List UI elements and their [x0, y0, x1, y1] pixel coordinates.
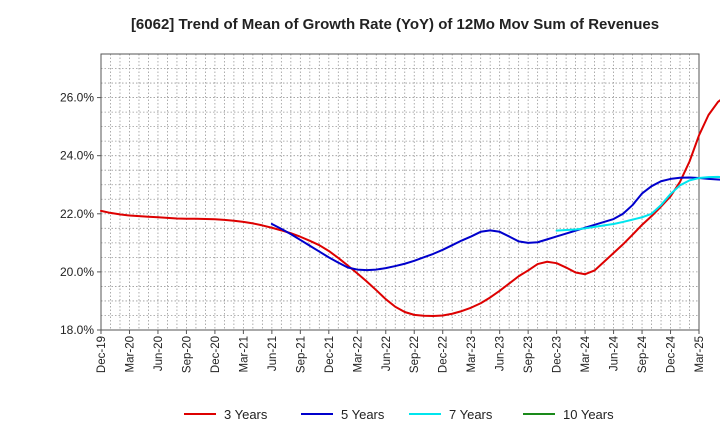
- x-tick-label: Jun-24: [609, 335, 621, 371]
- x-tick-label: Dec-22: [438, 336, 450, 373]
- legend-label: 3 Years: [224, 407, 268, 422]
- series-line-3-years: [100, 99, 720, 318]
- x-tick-label: Jun-20: [153, 336, 165, 371]
- y-tick-label: 26.0%: [60, 91, 94, 105]
- x-tick-label: Mar-25: [694, 336, 706, 372]
- x-tick-label: Jun-23: [495, 336, 507, 371]
- x-tick-label: Sep-21: [295, 336, 307, 373]
- x-tick-label: Dec-23: [552, 336, 564, 373]
- x-tick-label: Sep-20: [181, 336, 193, 373]
- legend-label: 7 Years: [449, 407, 493, 422]
- x-tick-label: Dec-19: [96, 336, 108, 373]
- x-tick-label: Sep-24: [637, 335, 649, 373]
- series-line-5-years: [270, 176, 720, 272]
- y-axis: 18.0% 20.0% 22.0% 24.0% 26.0%: [60, 91, 101, 337]
- plot-area: [100, 53, 700, 331]
- legend-label: 5 Years: [341, 407, 385, 422]
- legend: 3 Years 5 Years 7 Years 10 Years: [184, 407, 614, 422]
- y-tick-label: 24.0%: [60, 149, 94, 163]
- chart-title: [6062] Trend of Mean of Growth Rate (YoY…: [131, 16, 659, 33]
- legend-label: 10 Years: [563, 407, 614, 422]
- y-tick-label: 20.0%: [60, 265, 94, 279]
- x-tick-label: Jun-22: [381, 336, 393, 371]
- y-tick-label: 18.0%: [60, 323, 94, 337]
- y-tick-label: 22.0%: [60, 207, 94, 221]
- x-tick-label: Dec-21: [324, 336, 336, 373]
- x-tick-label: Jun-21: [267, 336, 279, 371]
- x-axis: Dec-19 Mar-20 Jun-20 Sep-20 Dec-20 Mar-21 Jun-…: [96, 330, 706, 373]
- x-tick-label: Mar-20: [124, 336, 136, 372]
- x-tick-label: Dec-20: [210, 336, 222, 373]
- series-line-7-years: [555, 175, 720, 232]
- x-tick-label: Sep-23: [523, 336, 535, 373]
- grid-lines: [101, 54, 699, 330]
- x-tick-label: Mar-24: [580, 335, 592, 372]
- x-tick-label: Dec-24: [666, 335, 678, 373]
- x-tick-label: Sep-22: [409, 336, 421, 373]
- x-tick-label: Mar-21: [238, 336, 250, 372]
- x-tick-label: Mar-22: [352, 336, 364, 372]
- x-tick-label: Mar-23: [466, 336, 478, 372]
- series-lines: [100, 99, 720, 318]
